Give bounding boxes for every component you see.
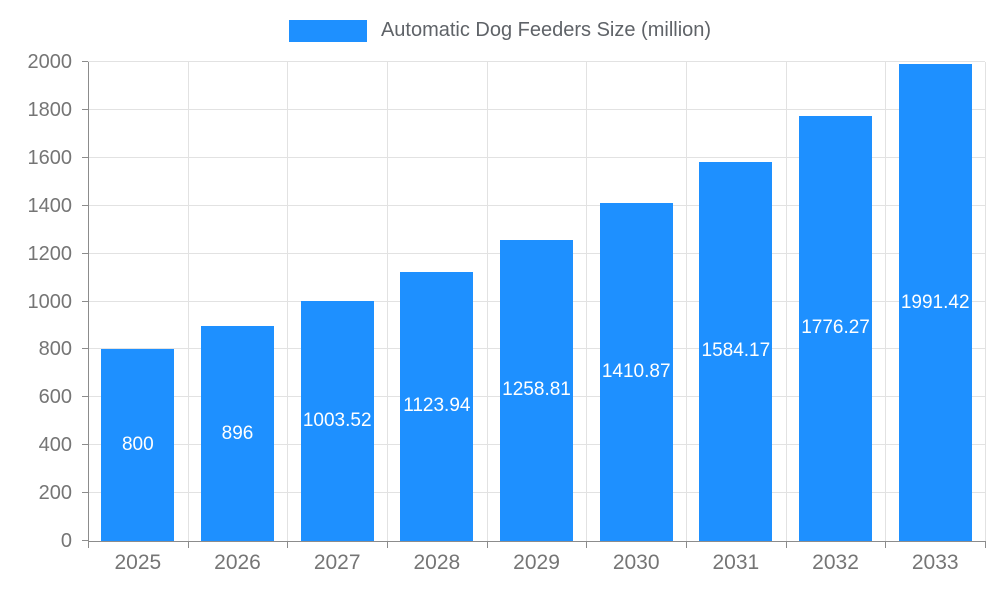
y-tick-mark [82, 348, 88, 350]
bars-container: 800 896 1003.52 1123.94 1258.81 1410.87 1584.1… [88, 62, 985, 541]
x-tick-label: 2029 [513, 551, 560, 574]
y-tick-label: 0 [60, 530, 72, 552]
y-tick-label: 1400 [27, 194, 73, 217]
x-tick-mark [685, 542, 687, 548]
gridline-vertical [885, 62, 887, 541]
bar-band: 800 [88, 62, 188, 541]
x-tick-mark [88, 542, 89, 548]
x-tick-label: 2032 [812, 551, 859, 574]
bar-2030[interactable]: 1410.87 [599, 203, 673, 541]
y-tick-label: 600 [38, 386, 72, 409]
gridline-horizontal [88, 108, 985, 110]
y-tick-mark [82, 540, 88, 541]
y-axis-line [88, 62, 89, 542]
y-tick-mark [82, 492, 88, 494]
bar-band: 1258.81 [487, 62, 587, 541]
gridline-vertical [287, 62, 289, 541]
bar-2033[interactable]: 1991.42 [898, 64, 972, 541]
bar-2032[interactable]: 1776.27 [799, 115, 872, 541]
x-tick-mark [386, 542, 388, 548]
x-axis: 2025 2026 2027 2028 2029 2030 2031 2032 2033 [88, 551, 985, 575]
y-tick-mark [82, 108, 88, 110]
x-tick-mark [985, 542, 986, 548]
x-tick-label: 2028 [413, 551, 461, 574]
x-tick-mark [187, 542, 189, 548]
x-tick-mark [287, 542, 289, 548]
bar-2027[interactable]: 1003.52 [300, 300, 374, 541]
bar-value-label: 1123.94 [403, 395, 471, 417]
x-tick-label: 2027 [313, 551, 361, 574]
gridline-vertical [187, 62, 189, 541]
x-axis-line [88, 541, 986, 542]
x-tick-mark [486, 542, 488, 548]
y-tick-label: 1800 [27, 98, 73, 121]
y-tick-mark [82, 444, 88, 446]
bar-2031[interactable]: 1584.17 [699, 161, 773, 541]
bar-2028[interactable]: 1123.94 [400, 271, 474, 541]
y-tick-mark [82, 61, 88, 62]
y-axis-ticks [82, 61, 88, 541]
bar-band: 1410.87 [586, 62, 686, 541]
x-tick-label: 2033 [911, 551, 959, 574]
bar-2026[interactable]: 896 [201, 326, 274, 541]
bar-value-label: 1003.52 [302, 409, 372, 431]
x-axis-ticks [88, 542, 986, 548]
gridline-vertical [985, 62, 986, 541]
x-tick-label: 2025 [114, 551, 162, 574]
bar-band: 1123.94 [387, 62, 487, 541]
y-tick-label: 400 [38, 434, 72, 457]
bar-band: 1776.27 [786, 62, 886, 541]
bar-2029[interactable]: 1258.81 [500, 239, 573, 541]
bar-value-label: 800 [121, 434, 154, 456]
gridline-vertical [486, 62, 488, 541]
bar-value-label: 1410.87 [601, 361, 671, 383]
y-tick-label: 800 [38, 338, 72, 361]
legend-swatch-icon [288, 19, 367, 42]
bar-value-label: 1991.42 [900, 291, 970, 313]
y-tick-label: 1200 [27, 242, 73, 265]
bar-band: 896 [188, 62, 288, 541]
gridline-horizontal [88, 204, 985, 206]
bar-band: 1584.17 [686, 62, 786, 541]
y-tick-mark [82, 300, 88, 302]
y-tick-label: 1600 [27, 146, 73, 169]
y-tick-mark [82, 156, 88, 158]
bar-2025[interactable]: 800 [101, 349, 175, 541]
bar-value-label: 1776.27 [801, 317, 870, 339]
x-tick-mark [785, 542, 787, 548]
bar-band: 1003.52 [287, 62, 387, 541]
x-tick-label: 2030 [612, 551, 660, 574]
gridline-horizontal [88, 61, 985, 62]
gridline-vertical [785, 62, 787, 541]
y-tick-mark [82, 204, 88, 206]
gridline-vertical [685, 62, 687, 541]
x-tick-label: 2031 [712, 551, 760, 574]
legend-label: Automatic Dog Feeders Size (million) [380, 19, 712, 41]
bar-value-label: 896 [221, 422, 254, 444]
gridline-vertical [386, 62, 388, 541]
y-tick-label: 200 [38, 482, 72, 505]
bar-value-label: 1258.81 [502, 379, 571, 401]
gridline-horizontal [88, 156, 985, 158]
x-tick-label: 2026 [214, 551, 261, 574]
x-tick-mark [586, 542, 588, 548]
chart-legend[interactable]: Automatic Dog Feeders Size (million) [0, 19, 1000, 42]
y-tick-label: 2000 [27, 51, 73, 73]
bar-value-label: 1584.17 [701, 340, 771, 362]
y-tick-mark [82, 252, 88, 254]
gridline-vertical [586, 62, 588, 541]
bar-band: 1991.42 [885, 62, 985, 541]
y-axis: 0 200 400 600 800 1000 1200 1400 1600 1800 2000 [0, 52, 73, 551]
x-tick-mark [885, 542, 887, 548]
y-tick-label: 1000 [27, 290, 73, 313]
y-tick-mark [82, 396, 88, 398]
